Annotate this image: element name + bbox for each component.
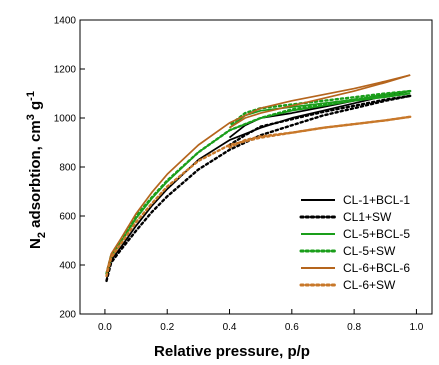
y-tick-label: 400 — [59, 261, 76, 272]
x-axis: 0.0 0.2 0.4 0.6 0.8 1.0 — [98, 309, 424, 333]
series-1-adsorption-line — [105, 94, 412, 283]
x-tick-label: 0.4 — [223, 322, 237, 333]
y-axis-title-sup1: 3 — [25, 114, 37, 120]
legend-label-5: CL-6+SW — [343, 278, 396, 292]
legend-label-3: CL-5+SW — [343, 244, 396, 258]
x-tick-label: 0.2 — [160, 322, 174, 333]
y-axis-title: N2 adsorbtion, cm3 g-1 — [25, 91, 48, 249]
x-tick-label: 0.0 — [98, 322, 112, 333]
legend-label-1: CL1+SW — [343, 210, 392, 224]
legend-label-0: CL-1+BCL-1 — [343, 193, 410, 207]
y-axis-title-sub: 2 — [36, 232, 48, 238]
y-axis: 200 400 600 800 1000 1200 1400 — [54, 16, 85, 321]
series-layer — [105, 74, 412, 283]
y-axis-title-unit: g — [27, 101, 44, 114]
series-1-desorption-line — [228, 94, 412, 147]
legend-label-2: CL-5+BCL-5 — [343, 227, 410, 241]
y-axis-title-sup2: -1 — [25, 91, 37, 101]
x-tick-label: 1.0 — [409, 322, 423, 333]
y-tick-label: 1000 — [54, 114, 77, 125]
series-0-adsorption-line — [105, 90, 411, 280]
x-axis-title: Relative pressure, p/p — [154, 343, 310, 360]
y-tick-label: 1200 — [54, 65, 77, 76]
y-tick-label: 200 — [59, 310, 76, 321]
y-tick-label: 1400 — [54, 16, 77, 27]
y-tick-label: 800 — [59, 163, 76, 174]
series-4-desorption-line — [229, 74, 411, 129]
x-tick-label: 0.6 — [285, 322, 299, 333]
legend: CL-1+BCL-1 CL1+SW CL-5+BCL-5 CL-5+SW CL-6+BC… — [299, 193, 410, 292]
x-tick-label: 0.8 — [347, 322, 361, 333]
legend-label-4: CL-6+BCL-6 — [343, 261, 410, 275]
series-5-desorption-line — [228, 115, 412, 149]
y-axis-title-mid: adsorbtion, cm — [27, 120, 44, 232]
series-4-adsorption-line — [105, 74, 411, 273]
y-tick-label: 600 — [59, 212, 76, 223]
y-axis-title-base: N — [27, 238, 44, 249]
